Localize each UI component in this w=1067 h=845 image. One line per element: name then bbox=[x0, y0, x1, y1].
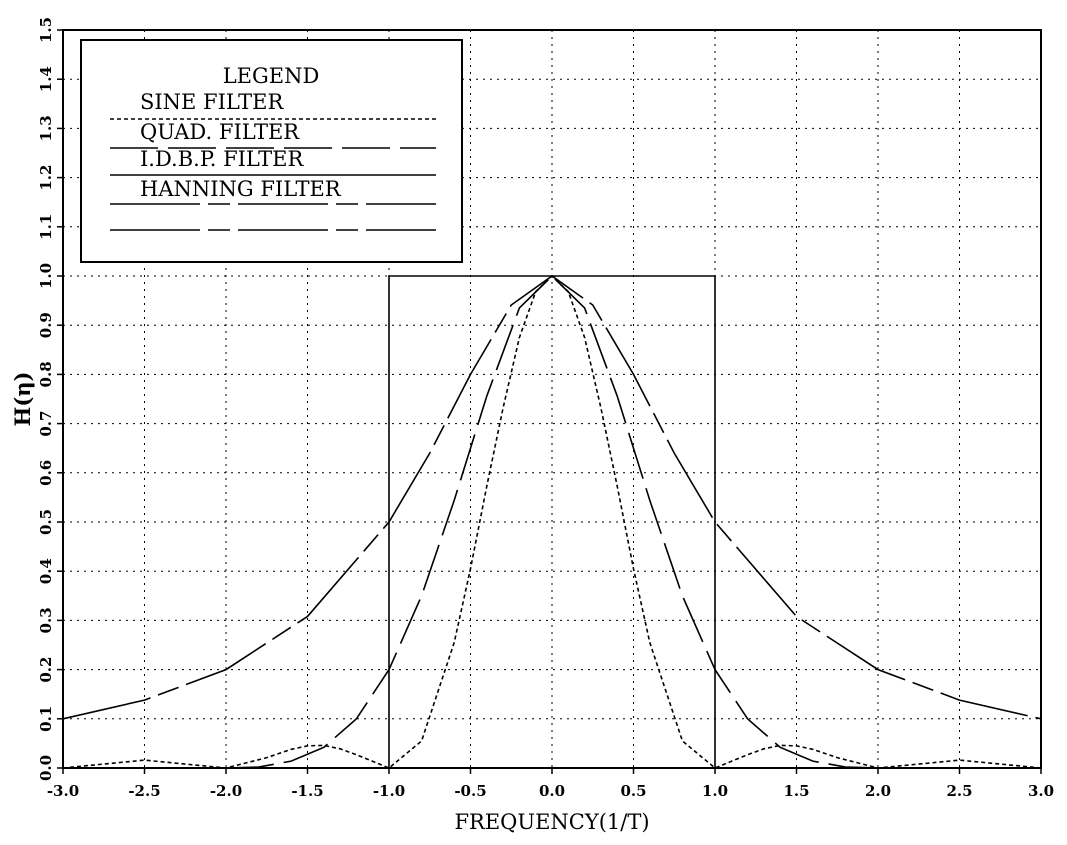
legend-label-hanning: HANNING FILTER bbox=[140, 177, 342, 201]
x-tick-label-11: 2.5 bbox=[946, 782, 972, 800]
y-tick-label-0: 0.0 bbox=[37, 755, 55, 781]
legend: LEGEND SINE FILTER QUAD. FILTER I.D.B.P.… bbox=[80, 39, 463, 263]
x-tick-label-9: 1.5 bbox=[783, 782, 809, 800]
x-axis-ticks: -3.0 -2.5 -2.0 -1.5 -1.0 -0.5 0.0 0.5 1.0 1.5 2.0 2… bbox=[47, 768, 1054, 800]
x-tick-label-5: -0.5 bbox=[454, 782, 486, 800]
x-tick-label-4: -1.0 bbox=[373, 782, 405, 800]
x-tick-label-8: 1.0 bbox=[702, 782, 728, 800]
legend-title: LEGEND bbox=[223, 64, 320, 88]
x-tick-label-7: 0.5 bbox=[620, 782, 646, 800]
legend-label-quad: QUAD. FILTER bbox=[140, 120, 300, 144]
legend-label-sine: SINE FILTER bbox=[140, 90, 284, 114]
y-tick-label-13: 1.3 bbox=[37, 115, 55, 141]
series-line-hanning-filter bbox=[62, 275, 1042, 720]
y-tick-label-1: 0.1 bbox=[37, 706, 55, 732]
x-tick-label-1: -2.5 bbox=[128, 782, 160, 800]
y-tick-label-4: 0.4 bbox=[37, 558, 55, 584]
y-tick-label-9: 0.9 bbox=[37, 312, 55, 338]
x-tick-label-2: -2.0 bbox=[210, 782, 242, 800]
y-axis-title: H(η) bbox=[10, 372, 35, 427]
y-axis-ticks: 0.0 0.1 0.2 0.3 0.4 0.5 0.6 0.7 0.8 0.9 1.0 1.1 1.2 1… bbox=[37, 17, 63, 781]
y-tick-label-2: 0.2 bbox=[37, 657, 55, 683]
x-axis-title: FREQUENCY(1/T) bbox=[454, 810, 649, 834]
y-tick-label-15: 1.5 bbox=[37, 17, 55, 43]
y-tick-label-3: 0.3 bbox=[37, 607, 55, 633]
x-tick-label-3: -1.5 bbox=[291, 782, 323, 800]
x-tick-label-12: 3.0 bbox=[1028, 782, 1054, 800]
y-tick-label-6: 0.6 bbox=[37, 460, 55, 486]
x-tick-label-0: -3.0 bbox=[47, 782, 79, 800]
y-tick-label-14: 1.4 bbox=[37, 66, 55, 92]
legend-label-idbp: I.D.B.P. FILTER bbox=[140, 147, 305, 171]
x-tick-label-6: 0.0 bbox=[539, 782, 565, 800]
legend-box bbox=[80, 39, 463, 263]
y-tick-label-10: 1.0 bbox=[37, 263, 55, 289]
x-tick-label-10: 2.0 bbox=[865, 782, 891, 800]
y-tick-label-7: 0.7 bbox=[37, 411, 55, 437]
y-tick-label-8: 0.8 bbox=[37, 361, 55, 387]
y-tick-label-12: 1.2 bbox=[37, 165, 55, 191]
y-tick-label-11: 1.1 bbox=[37, 214, 55, 240]
y-tick-label-5: 0.5 bbox=[37, 509, 55, 535]
